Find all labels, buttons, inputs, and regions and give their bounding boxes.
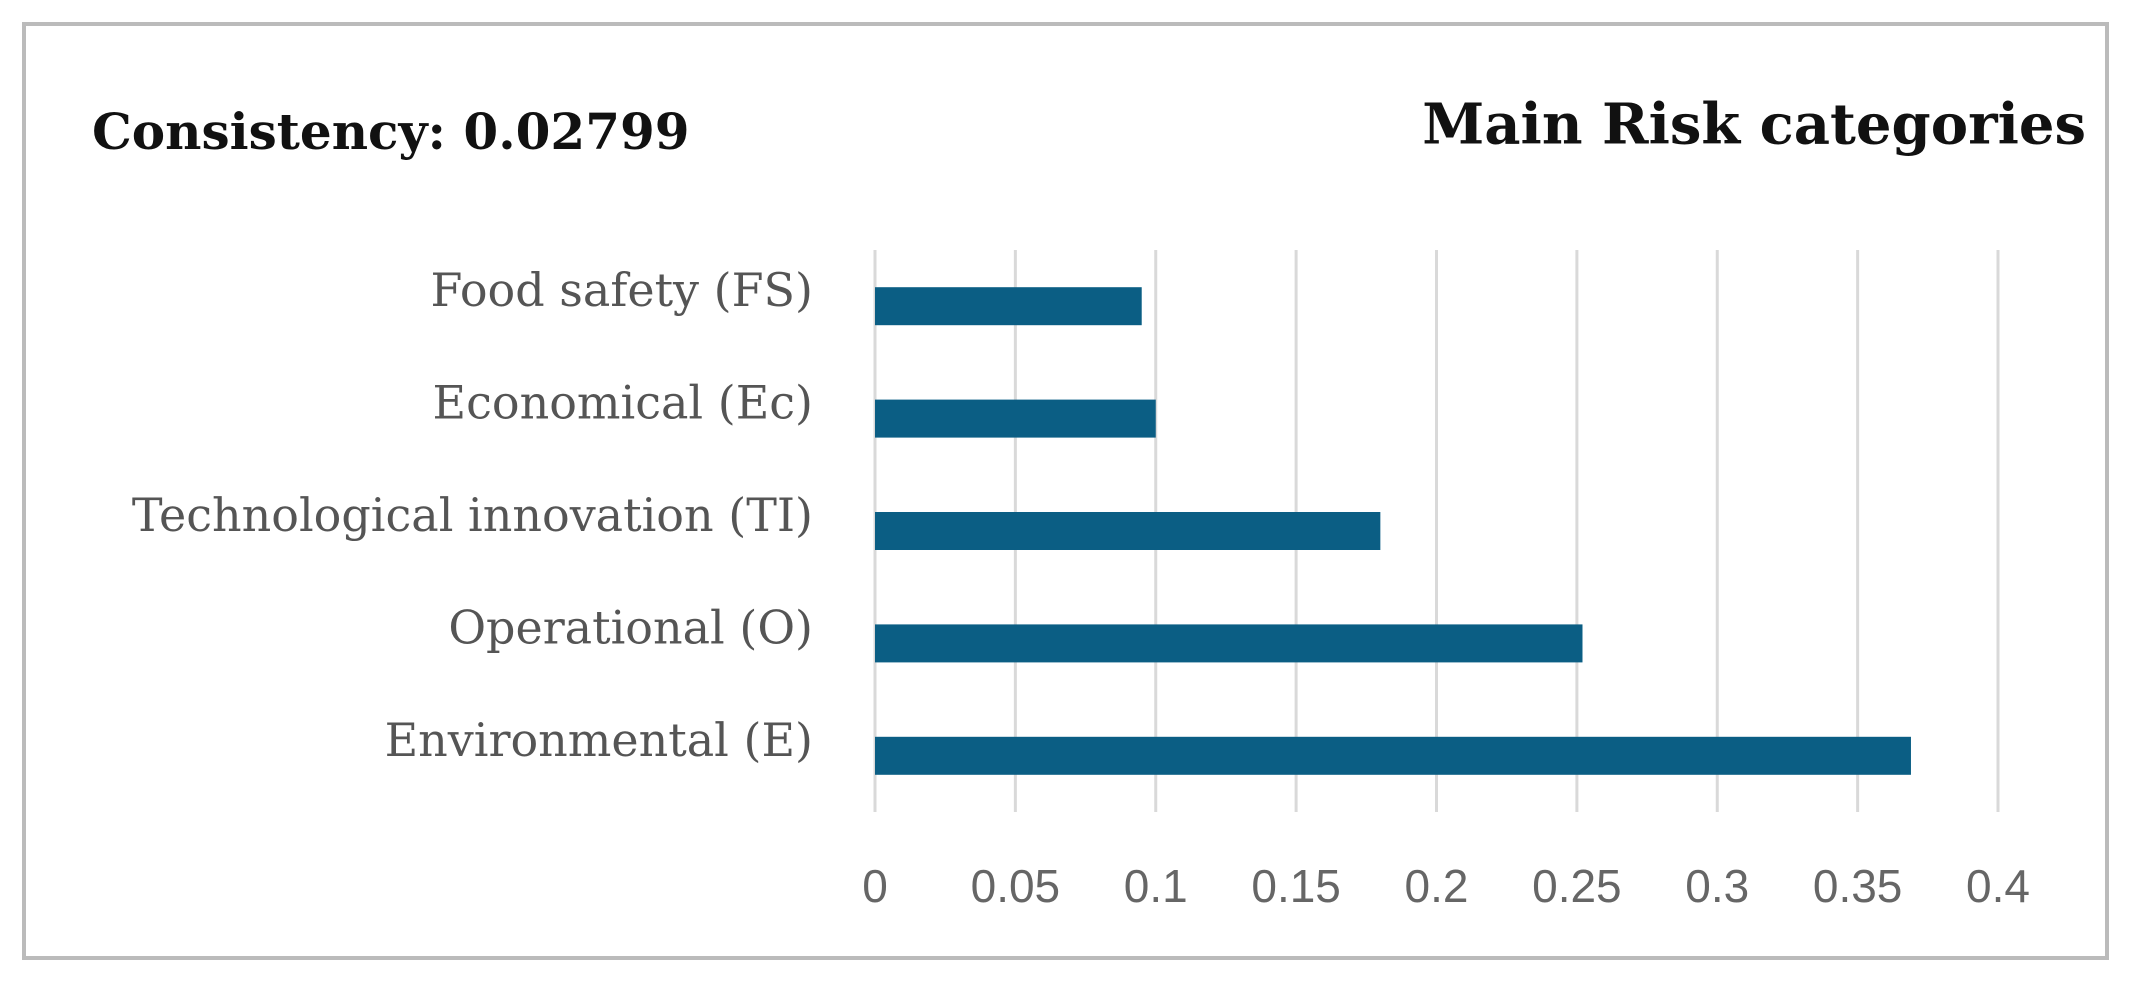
annotation: Consistency: 0.02799 bbox=[92, 102, 690, 161]
y-tick-label: Food safety (FS) bbox=[430, 263, 813, 317]
bar bbox=[875, 624, 1583, 663]
x-tick-label: 0.2 bbox=[1405, 860, 1469, 912]
y-tick-label: Technological innovation (TI) bbox=[132, 488, 813, 542]
bar bbox=[875, 287, 1142, 326]
x-tick-label: 0.1 bbox=[1124, 860, 1188, 912]
x-tick-label: 0.25 bbox=[1532, 860, 1622, 912]
bar bbox=[875, 736, 1911, 775]
x-tick-label: 0.3 bbox=[1685, 860, 1749, 912]
frame bbox=[22, 22, 2109, 960]
x-tick-label: 0.05 bbox=[971, 860, 1061, 912]
y-tick-label: Economical (Ec) bbox=[433, 376, 813, 430]
bar bbox=[875, 512, 1381, 550]
y-tick-label: Environmental (E) bbox=[385, 713, 813, 767]
x-tick-label: 0.35 bbox=[1813, 860, 1903, 912]
x-tick-label: 0.15 bbox=[1251, 860, 1341, 912]
chart-title: Main Risk categories bbox=[1422, 92, 2086, 158]
x-tick-label: 0 bbox=[862, 860, 888, 912]
x-tick-label: 0.4 bbox=[1966, 860, 2030, 912]
y-tick-label: Operational (O) bbox=[448, 600, 813, 654]
bar bbox=[875, 399, 1156, 438]
